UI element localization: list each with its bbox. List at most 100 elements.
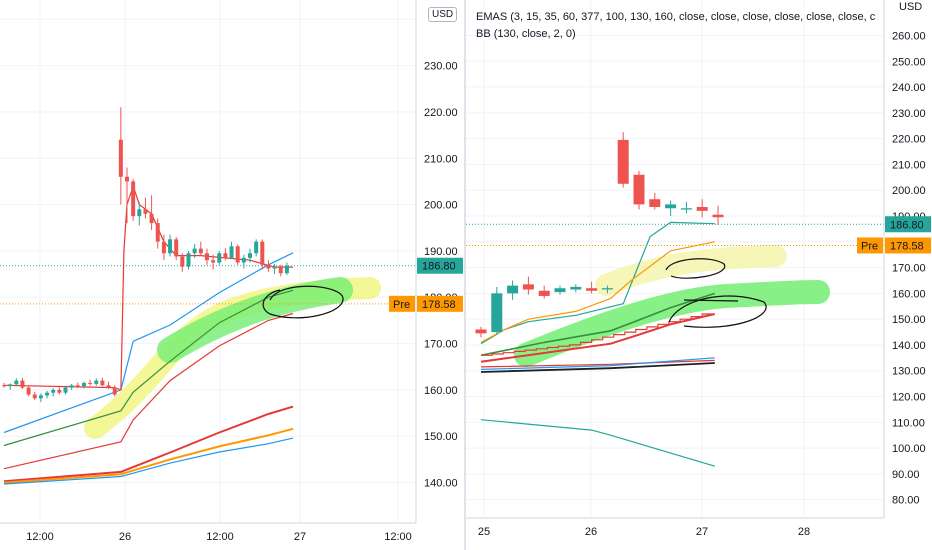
candle-body	[174, 239, 179, 257]
highlighter-stroke	[157, 277, 353, 363]
ema-line-4	[3, 405, 294, 483]
ema-line-2	[480, 241, 715, 343]
candle-body	[186, 253, 191, 267]
currency-badge-left[interactable]: USD	[428, 7, 458, 22]
x-tick-label: 12:00	[384, 531, 412, 543]
candle-body	[586, 288, 598, 291]
ema-line-4	[480, 313, 716, 363]
y-tick-label: 120.00	[892, 392, 926, 404]
legend-bb[interactable]: BB (130, close, 2, 0)	[476, 28, 576, 40]
candle-body	[131, 181, 136, 217]
x-tick-label: 27	[696, 526, 708, 538]
candle-body	[284, 265, 289, 274]
candle-body	[254, 241, 259, 254]
y-tick-label: 140.00	[424, 478, 458, 490]
y-tick-label: 210.00	[424, 153, 458, 165]
candle-body	[26, 387, 31, 395]
candle-body	[51, 389, 56, 393]
candle-body	[211, 260, 216, 263]
x-tick-label: 27	[294, 531, 306, 543]
ema-line-7	[480, 362, 715, 373]
candle-body	[554, 288, 566, 293]
x-tick-label: 26	[585, 526, 597, 538]
step-line	[481, 313, 714, 356]
premarket-tag-label: Pre	[393, 299, 410, 311]
candle-body	[45, 392, 50, 396]
premarket-price-tag	[417, 295, 463, 312]
candle-body	[617, 139, 629, 184]
premarket-price-label: 178.58	[890, 240, 924, 252]
candle-body	[8, 384, 13, 387]
ema-line-7	[3, 184, 294, 391]
candle-body	[81, 382, 86, 387]
y-tick-label: 100.00	[892, 443, 926, 455]
candlestick-chart-left: 140.00150.00160.00170.00180.00190.00200.…	[0, 0, 463, 543]
candle-body	[680, 208, 692, 210]
current-price-label: 186.80	[422, 261, 456, 273]
ema-line-8	[480, 419, 715, 467]
x-tick-label: 12:00	[206, 531, 234, 543]
y-tick-label: 200.00	[892, 185, 926, 197]
premarket-tag	[857, 237, 883, 254]
candle-body	[32, 394, 37, 399]
candle-body	[204, 253, 209, 261]
candle-body	[272, 267, 277, 269]
candle-body	[235, 246, 240, 263]
candle-body	[143, 209, 148, 214]
candle-body	[14, 380, 19, 385]
candle-body	[278, 267, 283, 274]
y-tick-label: 170.00	[892, 263, 926, 275]
candle-body	[266, 264, 271, 269]
candle-body	[125, 176, 129, 182]
y-tick-label: 140.00	[892, 340, 926, 352]
candle-body	[168, 239, 173, 254]
highlighter-stroke	[595, 245, 787, 296]
y-tick-label: 190.00	[424, 246, 458, 258]
y-tick-label: 260.00	[892, 30, 926, 42]
y-tick-label: 160.00	[892, 288, 926, 300]
pane-divider[interactable]	[464, 0, 466, 550]
y-tick-label: 210.00	[892, 159, 926, 171]
premarket-tag-label: Pre	[861, 240, 878, 252]
candlestick-chart-right: 80.00 90.00 100.00 110.00 120.00 130.00 140.00…	[466, 0, 931, 538]
candle-body	[180, 256, 185, 267]
candle-body	[696, 206, 708, 211]
candle-body	[137, 209, 142, 217]
y-tick-label: 230.00	[424, 61, 458, 73]
ema-line-5	[3, 427, 294, 484]
candle-body	[192, 248, 197, 254]
premarket-price-label: 178.58	[422, 299, 456, 311]
chart-pane-right[interactable]: 80.00 90.00 100.00 110.00 120.00 130.00 140.00…	[466, 0, 932, 550]
candle-body	[118, 139, 123, 177]
candle-body	[601, 288, 613, 290]
candle-body	[63, 387, 68, 393]
y-tick-label: 230.00	[892, 108, 926, 120]
candle-body	[665, 204, 677, 209]
candle-body	[69, 385, 74, 388]
candle-body	[223, 253, 228, 258]
candle-body	[88, 382, 93, 384]
candle-body	[112, 387, 117, 395]
pen-annotation	[262, 285, 344, 319]
pen-annotation	[665, 258, 726, 279]
y-tick-label: 240.00	[892, 82, 926, 94]
legend-emas[interactable]: EMAS (3, 15, 35, 60, 377, 100, 130, 160,…	[476, 11, 876, 23]
y-tick-label: 110.00	[892, 417, 925, 429]
candle-body	[241, 257, 246, 263]
current-price-tag	[885, 216, 931, 233]
y-tick-label: 220.00	[892, 134, 926, 146]
candle-body	[248, 253, 252, 258]
pen-annotation	[668, 295, 767, 328]
candle-body	[522, 284, 534, 290]
y-tick-label: 160.00	[424, 385, 458, 397]
candle-body	[475, 329, 487, 334]
chart-pane-left[interactable]: 140.00150.00160.00170.00180.00190.00200.…	[0, 0, 464, 550]
ema-line-5	[480, 359, 715, 368]
candle-body	[20, 380, 25, 388]
candle-body	[229, 246, 234, 258]
y-tick-label: 200.00	[424, 200, 458, 212]
candle-body	[217, 253, 222, 263]
candle-body	[149, 213, 154, 224]
ema-line-6	[3, 437, 294, 485]
ema-line-2	[3, 289, 294, 447]
